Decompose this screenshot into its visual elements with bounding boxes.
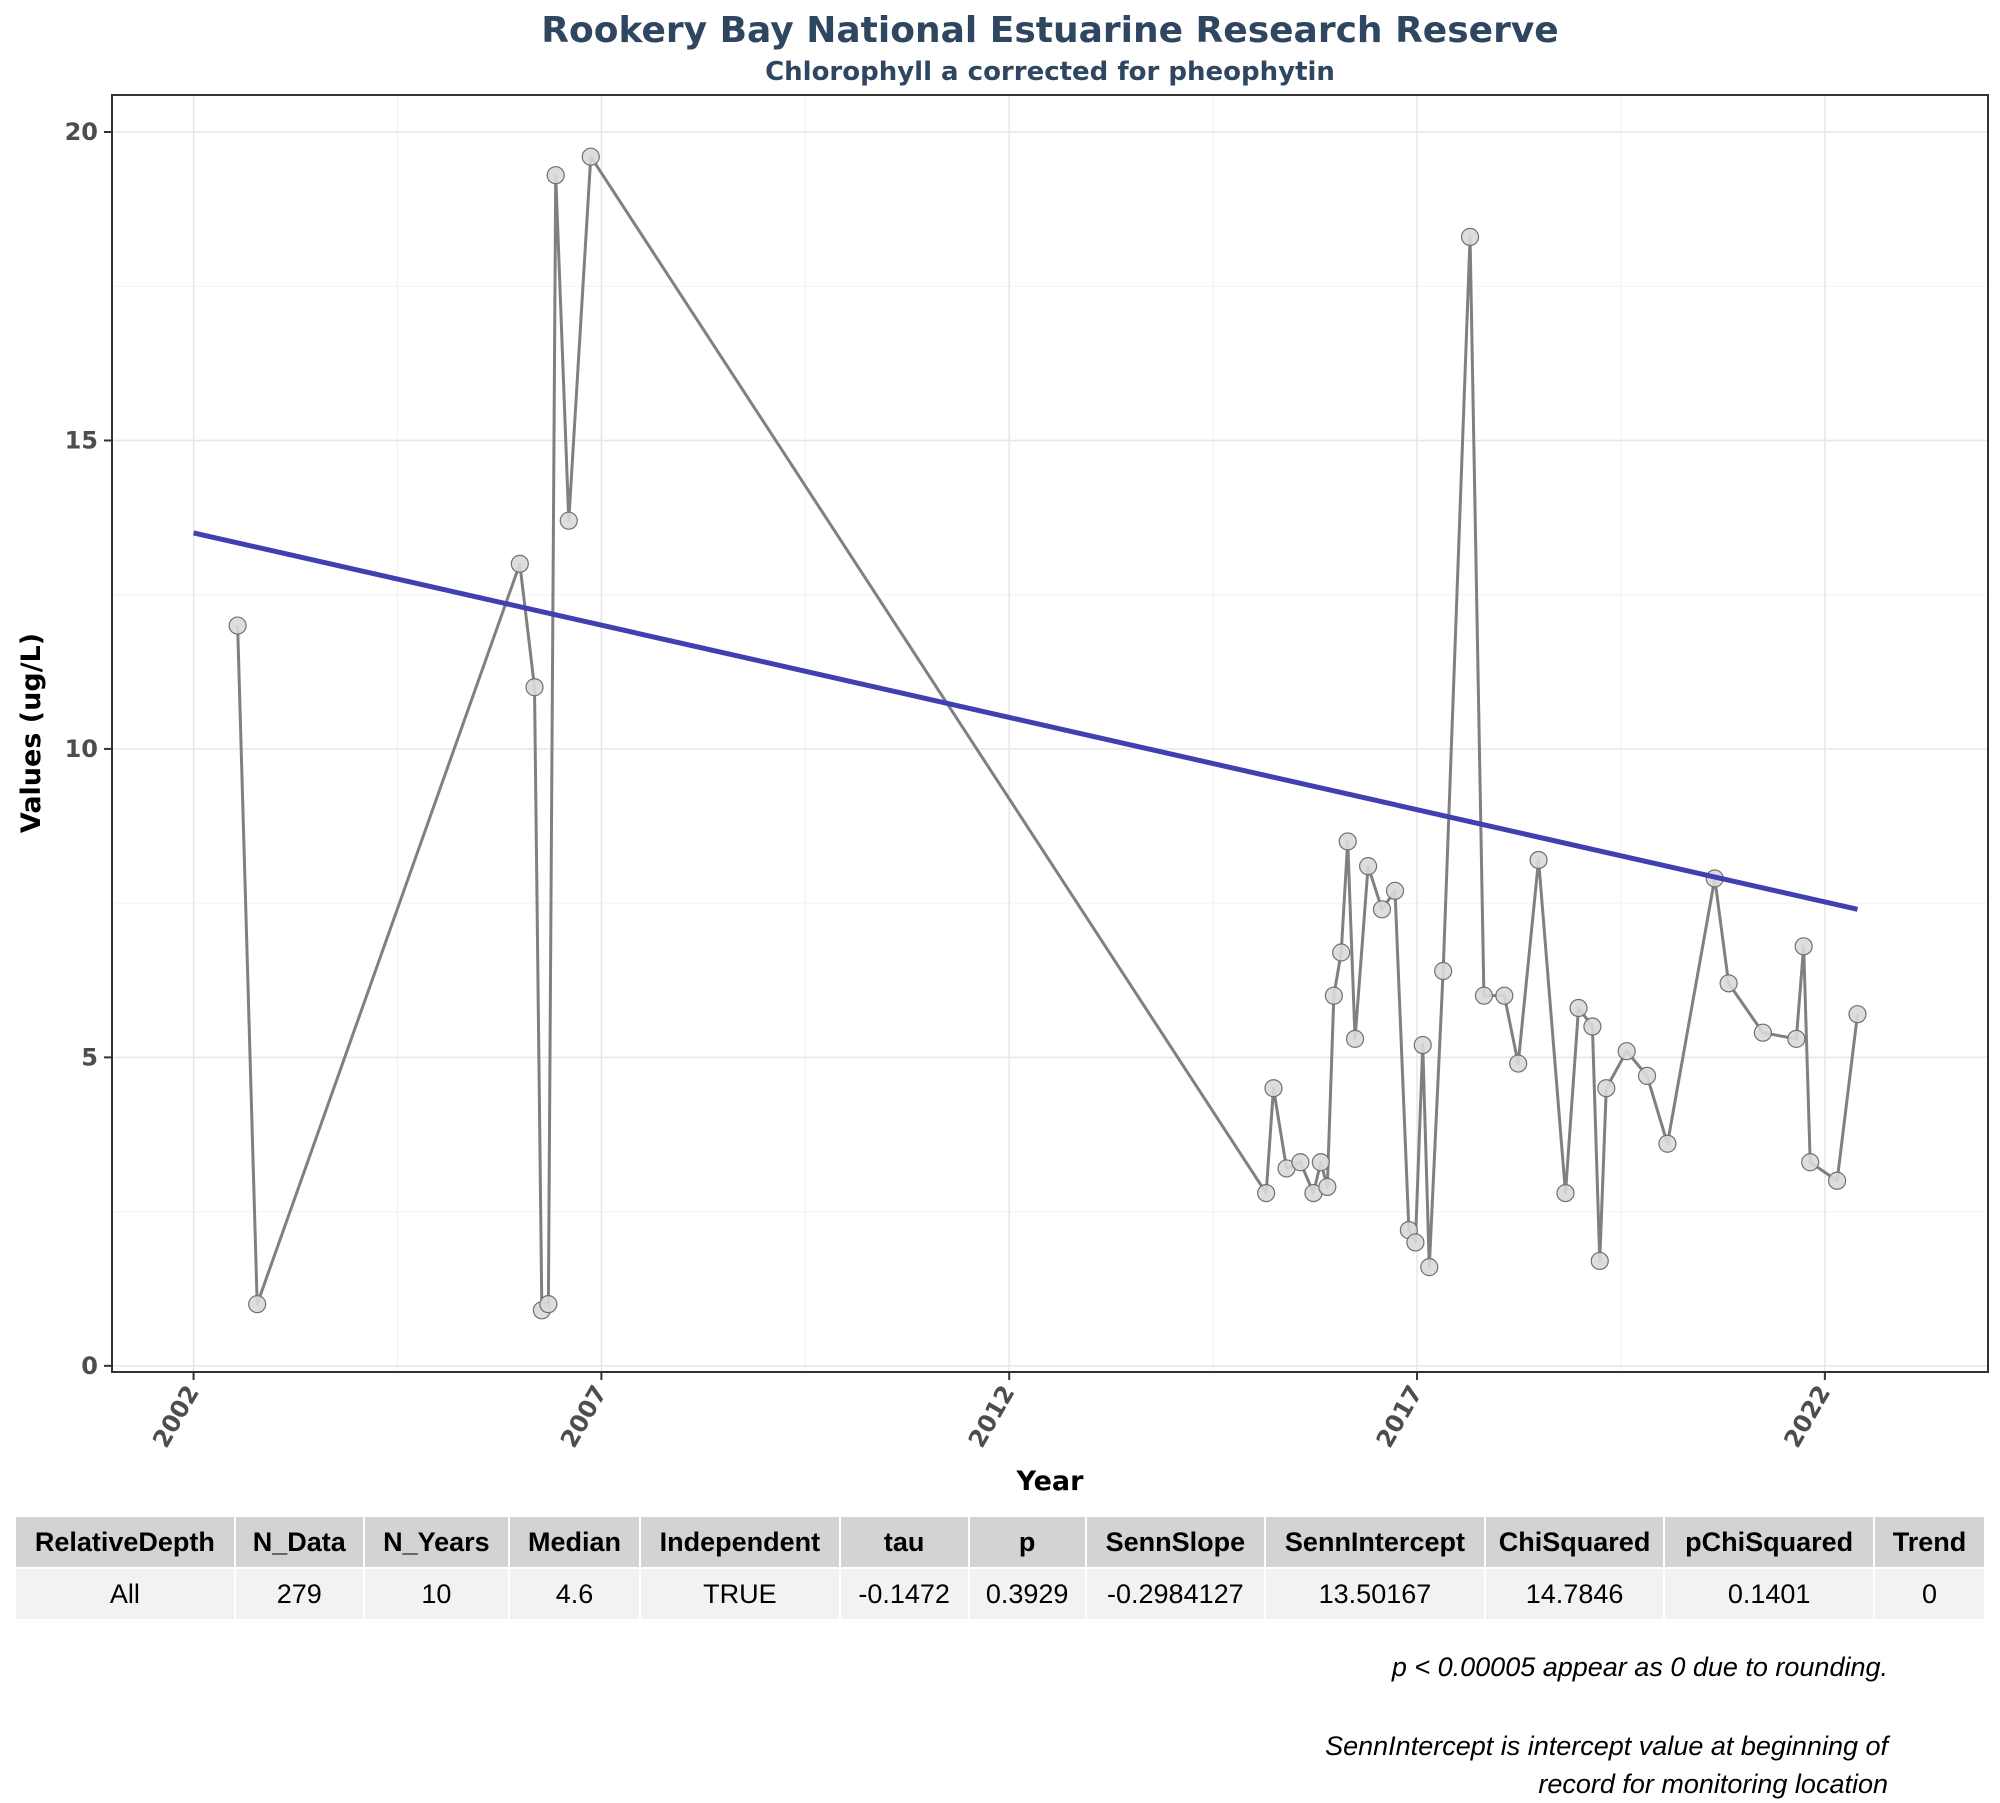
data-point (581, 147, 600, 166)
data-point (1637, 1066, 1657, 1085)
table-header-cell: N_Data (235, 1517, 363, 1569)
y-tick-label: 0 (81, 1352, 98, 1380)
data-point (1460, 227, 1480, 246)
data-point (1848, 1005, 1867, 1024)
data-point (1434, 961, 1453, 981)
x-axis-ticks: 2002 2007 2012 2017 2022 (147, 1372, 1836, 1452)
data-point (1794, 937, 1813, 956)
data-point (1413, 1035, 1432, 1055)
data-point (1420, 1258, 1439, 1277)
table-row: All 279 10 4.6 TRUE -0.1472 0.3929 -0.2984127 13… (16, 1569, 1984, 1619)
data-point (1318, 1177, 1337, 1197)
table-header-cell: SennIntercept (1266, 1517, 1484, 1569)
table-cell: 279 (235, 1569, 363, 1619)
table-cell: TRUE (641, 1569, 839, 1619)
table-header-cell: ChiSquared (1485, 1517, 1664, 1569)
x-tick-label: 2017 (1371, 1381, 1429, 1453)
table-header-cell: Median (509, 1517, 640, 1569)
x-tick-label: 2012 (963, 1381, 1021, 1453)
table-header-cell: tau (840, 1517, 968, 1569)
table-cell: 4.6 (509, 1569, 640, 1619)
data-point (1372, 900, 1392, 919)
data-point (1264, 1079, 1283, 1098)
table-header-cell: Trend (1875, 1517, 1984, 1569)
data-point (510, 554, 529, 573)
table-header-cell: RelativeDepth (16, 1517, 234, 1569)
data-point (546, 166, 565, 185)
table-cell: 0.1401 (1665, 1569, 1873, 1619)
data-point (1590, 1251, 1609, 1271)
data-point (1332, 943, 1351, 962)
data-point (248, 1295, 267, 1314)
x-axis-title: Year (1016, 1466, 1085, 1497)
data-point (228, 616, 247, 635)
table-cell: 0.3929 (969, 1569, 1085, 1619)
data-point (539, 1295, 558, 1314)
data-point (1509, 1054, 1528, 1073)
x-tick-label: 2002 (147, 1381, 205, 1453)
y-tick-label: 20 (65, 118, 98, 146)
data-point (1311, 1153, 1330, 1172)
y-axis-ticks: 0 5 10 15 20 (65, 118, 112, 1380)
data-point (1597, 1079, 1616, 1098)
data-point (1658, 1134, 1677, 1153)
data-point (1828, 1171, 1847, 1190)
chart-subtitle: Chlorophyll a corrected for pheophytin (765, 57, 1335, 87)
grid (112, 95, 1988, 1372)
table-header-cell: SennSlope (1086, 1517, 1265, 1569)
data-point (1257, 1183, 1276, 1203)
y-tick-label: 15 (65, 426, 98, 454)
data-point (525, 678, 544, 697)
table-header-cell: pChiSquared (1665, 1517, 1873, 1569)
trend-line (193, 530, 1859, 912)
table-cell: -0.1472 (840, 1569, 968, 1619)
table-header-cell: Independent (641, 1517, 839, 1569)
chart-title: Rookery Bay National Estuarine Research … (541, 10, 1558, 51)
data-point (1529, 850, 1548, 870)
y-axis-title: Values (ug/L) (16, 633, 47, 833)
plot-panel (111, 94, 1989, 1373)
footnote-rounding: p < 0.00005 appear as 0 due to rounding. (1391, 1652, 1888, 1682)
data-point (1324, 986, 1343, 1005)
table-cell: -0.2984127 (1086, 1569, 1265, 1619)
data-point (1345, 1029, 1365, 1048)
data-point (1617, 1042, 1636, 1061)
stats-table: RelativeDepth N_Data N_Years Median Independ… (14, 1517, 1986, 1619)
data-point (559, 511, 578, 530)
table-cell: 13.50167 (1266, 1569, 1484, 1619)
data-point (1474, 986, 1494, 1005)
data-point (1291, 1153, 1310, 1172)
x-tick-label: 2007 (555, 1381, 613, 1453)
data-point (1385, 881, 1405, 900)
y-tick-label: 5 (81, 1043, 98, 1071)
footnote-intercept-line1: SennIntercept is intercept value at begi… (1325, 1731, 1888, 1761)
data-point (1719, 974, 1738, 993)
data-point (1495, 986, 1514, 1005)
data-point (1556, 1183, 1575, 1203)
table-header-cell: p (969, 1517, 1085, 1569)
data-point (1406, 1233, 1425, 1252)
data-point (1569, 998, 1588, 1018)
table-cell: 14.7846 (1485, 1569, 1664, 1619)
table-header-cell: N_Years (364, 1517, 508, 1569)
data-point (1753, 1023, 1772, 1042)
x-tick-label: 2022 (1778, 1381, 1836, 1453)
data-point (1359, 857, 1378, 876)
data-point (1583, 1017, 1602, 1036)
table-cell: 0 (1875, 1569, 1984, 1619)
data-point (1787, 1029, 1806, 1048)
table-cell: 10 (364, 1569, 508, 1619)
data-series (228, 147, 1867, 1320)
table-header-row: RelativeDepth N_Data N_Years Median Independ… (16, 1517, 1984, 1569)
footnote-intercept-line2: record for monitoring location (1538, 1769, 1888, 1799)
series-line (236, 155, 1859, 1312)
data-point (1338, 832, 1357, 851)
chart: Rookery Bay National Estuarine Research … (16, 10, 1989, 1497)
table-cell: All (16, 1569, 234, 1619)
trend (193, 530, 1859, 912)
data-point (1801, 1153, 1820, 1172)
y-tick-label: 10 (65, 735, 98, 763)
